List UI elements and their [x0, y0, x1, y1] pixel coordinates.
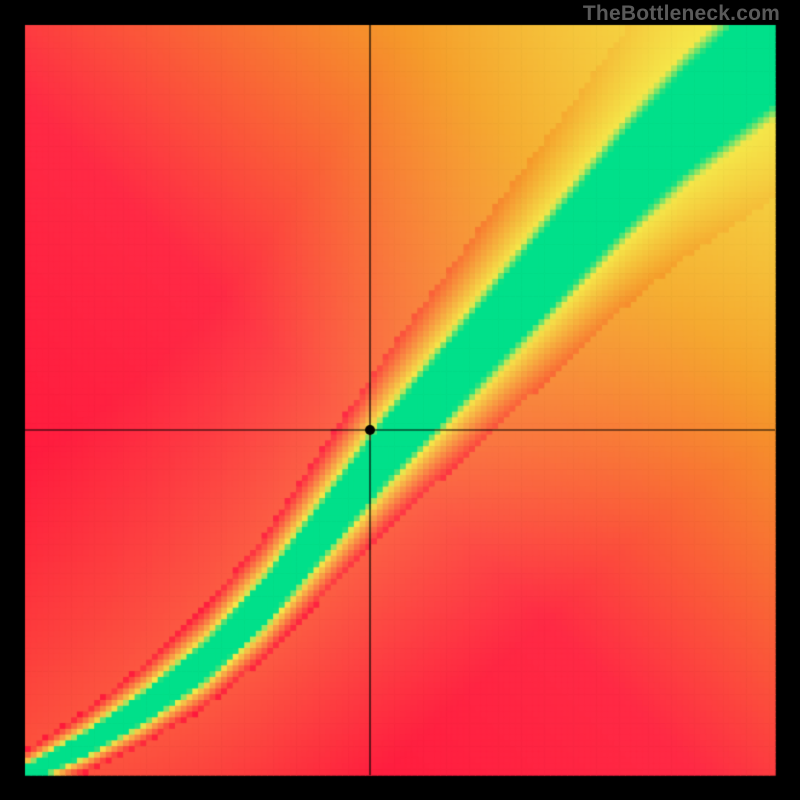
- chart-container: { "watermark": { "text": "TheBottleneck.…: [0, 0, 800, 800]
- bottleneck-heatmap: [0, 0, 800, 800]
